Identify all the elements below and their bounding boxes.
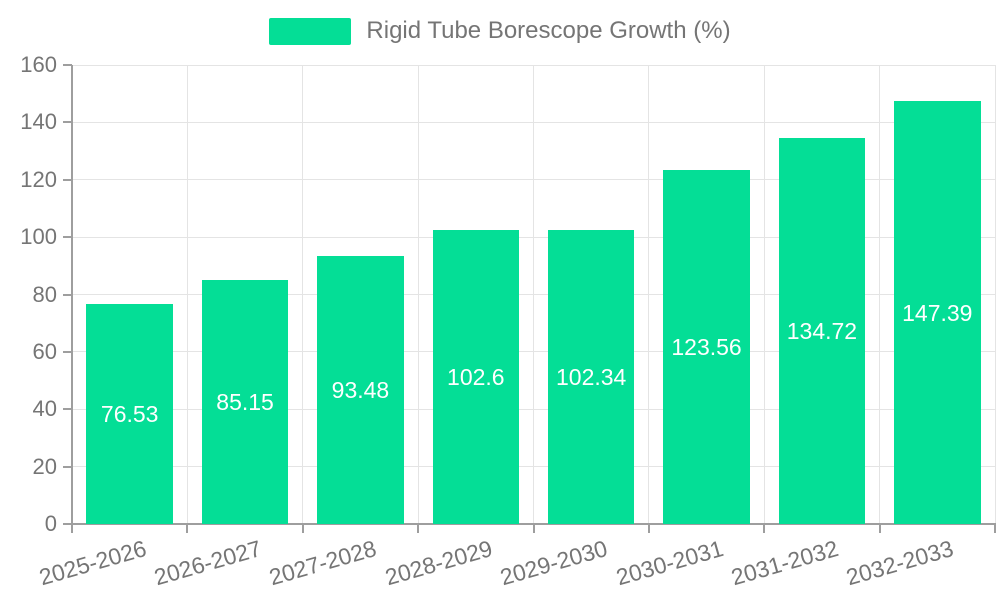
y-axis-label: 60 <box>32 338 57 364</box>
x-axis-tick <box>71 524 73 533</box>
legend-swatch-icon <box>269 17 352 45</box>
x-axis-label: 2027-2028 <box>266 535 380 591</box>
y-axis-label: 140 <box>20 109 57 135</box>
x-axis-tick <box>417 524 420 533</box>
x-axis-label: 2032-2033 <box>843 535 957 591</box>
bar[interactable] <box>547 230 635 524</box>
bar[interactable] <box>201 279 289 524</box>
y-axis-label: 160 <box>20 52 57 77</box>
x-axis-label: 2031-2032 <box>728 535 842 591</box>
legend[interactable]: Rigid Tube Borescope Growth (%) <box>0 16 1000 46</box>
x-axis-label: 2025-2026 <box>35 535 149 591</box>
y-axis-tick <box>63 121 72 124</box>
y-axis-tick <box>63 236 72 239</box>
y-axis-line <box>71 65 73 524</box>
x-axis-tick <box>763 524 766 533</box>
bar[interactable] <box>778 137 866 524</box>
y-axis-tick <box>63 408 72 411</box>
v-gridline <box>879 65 881 524</box>
y-axis-tick <box>63 178 72 181</box>
y-axis-tick <box>63 465 72 468</box>
bar[interactable] <box>317 255 404 524</box>
y-axis-tick <box>63 523 72 525</box>
y-axis-label: 100 <box>20 224 57 250</box>
x-axis-tick <box>878 524 881 533</box>
bar[interactable] <box>894 101 981 524</box>
x-axis-label: 2029-2030 <box>497 535 611 591</box>
y-axis-label: 20 <box>32 453 57 479</box>
v-gridline <box>763 65 765 524</box>
x-axis-label: 2026-2027 <box>151 535 265 591</box>
x-axis-tick <box>532 524 535 533</box>
y-axis-tick <box>63 64 72 66</box>
x-axis-tick <box>647 524 650 533</box>
x-axis-line <box>71 523 996 525</box>
plot-area: 0 20 40 60 80 100 120 140 160 76.53 2025-2026 85.15… <box>20 52 996 590</box>
v-gridline <box>533 65 534 524</box>
x-axis-tick <box>186 524 189 533</box>
x-axis-tick <box>994 524 996 533</box>
v-gridline <box>648 65 650 524</box>
legend-label: Rigid Tube Borescope Growth (%) <box>366 17 731 44</box>
v-gridline <box>186 65 188 524</box>
y-axis-label: 80 <box>32 281 57 307</box>
y-axis-label: 120 <box>20 166 57 192</box>
x-axis-label: 2028-2029 <box>382 535 495 591</box>
v-gridline <box>994 65 996 524</box>
bar[interactable] <box>86 304 173 524</box>
y-axis-label: 40 <box>32 396 57 422</box>
bar[interactable] <box>663 169 750 524</box>
y-axis-label: 0 <box>44 511 57 536</box>
x-axis-label: 2030-2031 <box>612 535 726 591</box>
v-gridline <box>417 65 419 524</box>
y-axis-tick <box>63 350 72 353</box>
y-axis-tick <box>63 293 72 296</box>
v-gridline <box>302 65 304 524</box>
bar[interactable] <box>432 229 520 524</box>
x-axis-tick <box>301 524 304 533</box>
